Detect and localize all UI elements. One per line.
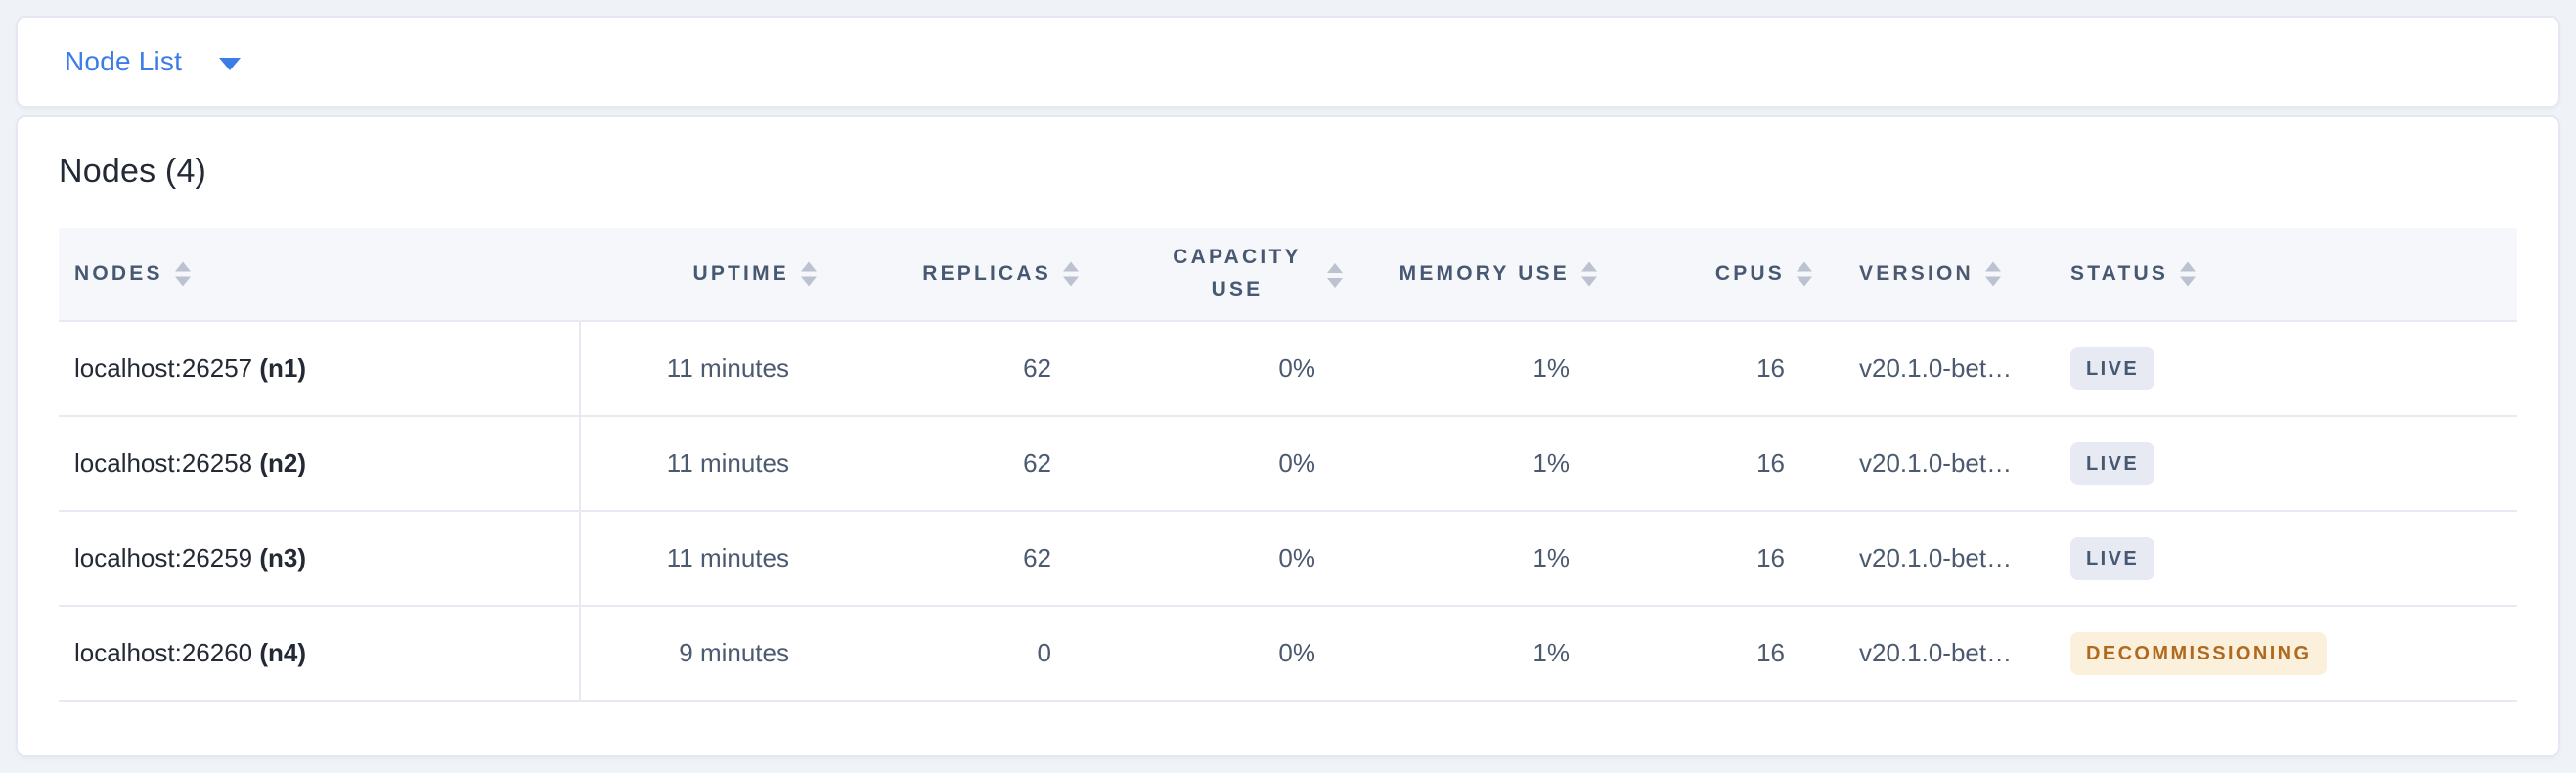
node-address: localhost:26257: [74, 353, 253, 383]
memory-use-cell: 1%: [1341, 416, 1595, 512]
column-header-label: CAPACITY USE: [1173, 246, 1302, 300]
version-cell: v20.1.0-bet…: [1810, 511, 2045, 607]
node-id: (n1): [259, 353, 307, 383]
table-row: localhost:26258 (n2) 11 minutes 62 0% 1%…: [59, 416, 2517, 512]
sort-arrows-icon: [1063, 261, 1079, 287]
status-cell: LIVE: [2045, 321, 2517, 417]
column-header-nodes[interactable]: NODES: [59, 228, 580, 322]
memory-use-cell: 1%: [1341, 511, 1595, 607]
column-header-capacity-use[interactable]: CAPACITY USE: [1077, 228, 1343, 322]
status-cell: DECOMMISSIONING: [2045, 606, 2517, 702]
table-header-row: NODES UPTIME REPLICAS CAPACITY USE MEMOR…: [59, 228, 2517, 322]
nodes-card: Nodes (4) NODES UPTIME: [16, 115, 2560, 757]
cpus-cell: 16: [1595, 511, 1810, 607]
status-cell: LIVE: [2045, 416, 2517, 512]
replicas-cell: 62: [815, 321, 1077, 417]
node-id: (n4): [259, 638, 307, 667]
column-header-version[interactable]: VERSION: [1810, 228, 2045, 322]
node-address: localhost:26258: [74, 448, 253, 477]
uptime-cell: 9 minutes: [580, 606, 815, 702]
cpus-cell: 16: [1595, 321, 1810, 417]
column-header-cpus[interactable]: CPUS: [1595, 228, 1812, 322]
capacity-use-cell: 0%: [1077, 606, 1341, 702]
table-row: localhost:26257 (n1) 11 minutes 62 0% 1%…: [59, 321, 2517, 417]
sort-arrows-icon: [1581, 261, 1597, 287]
sort-arrows-icon: [1797, 261, 1812, 287]
node-cell[interactable]: localhost:26259 (n3): [59, 511, 581, 607]
status-badge: LIVE: [2070, 536, 2155, 580]
capacity-use-cell: 0%: [1077, 416, 1341, 512]
sort-arrows-icon: [801, 261, 817, 287]
column-header-memory-use[interactable]: MEMORY USE: [1341, 228, 1597, 322]
table-row: localhost:26260 (n4) 9 minutes 0 0% 1% 1…: [59, 606, 2517, 702]
version-cell: v20.1.0-bet…: [1810, 606, 2045, 702]
uptime-cell: 11 minutes: [580, 511, 815, 607]
sort-arrows-icon: [1327, 263, 1343, 289]
node-id: (n3): [259, 543, 307, 572]
cpus-cell: 16: [1595, 606, 1810, 702]
replicas-cell: 62: [815, 511, 1077, 607]
column-header-label: MEMORY USE: [1399, 262, 1570, 285]
version-cell: v20.1.0-bet…: [1810, 321, 2045, 417]
column-header-label: VERSION: [1859, 262, 1974, 285]
capacity-use-cell: 0%: [1077, 321, 1341, 417]
status-badge: LIVE: [2070, 441, 2155, 485]
column-header-uptime[interactable]: UPTIME: [580, 228, 817, 322]
sort-arrows-icon: [1984, 261, 2001, 287]
replicas-cell: 0: [815, 606, 1077, 702]
node-cell[interactable]: localhost:26260 (n4): [59, 606, 581, 702]
node-list-dropdown-label: Node List: [65, 46, 183, 76]
column-header-label: REPLICAS: [922, 262, 1051, 285]
node-address: localhost:26260: [74, 638, 253, 667]
memory-use-cell: 1%: [1341, 606, 1595, 702]
uptime-cell: 11 minutes: [580, 416, 815, 512]
sort-arrows-icon: [2180, 261, 2197, 287]
node-list-dropdown[interactable]: Node List: [16, 16, 2560, 108]
column-header-label: STATUS: [2070, 262, 2169, 285]
node-cell[interactable]: localhost:26257 (n1): [59, 321, 581, 417]
page-title: Nodes (4): [59, 153, 207, 190]
sort-arrows-icon: [174, 261, 191, 287]
column-header-replicas[interactable]: REPLICAS: [815, 228, 1079, 322]
status-cell: LIVE: [2045, 511, 2517, 607]
uptime-cell: 11 minutes: [580, 321, 815, 417]
node-address: localhost:26259: [74, 543, 253, 572]
status-badge: LIVE: [2070, 346, 2155, 390]
table-row: localhost:26259 (n3) 11 minutes 62 0% 1%…: [59, 511, 2517, 607]
node-id: (n2): [259, 448, 307, 477]
capacity-use-cell: 0%: [1077, 511, 1341, 607]
replicas-cell: 62: [815, 416, 1077, 512]
column-header-label: UPTIME: [692, 262, 789, 285]
nodes-table: NODES UPTIME REPLICAS CAPACITY USE MEMOR…: [59, 228, 2517, 702]
memory-use-cell: 1%: [1341, 321, 1595, 417]
cpus-cell: 16: [1595, 416, 1810, 512]
status-badge: DECOMMISSIONING: [2070, 631, 2328, 675]
version-cell: v20.1.0-bet…: [1810, 416, 2045, 512]
column-header-label: NODES: [74, 262, 163, 285]
node-cell[interactable]: localhost:26258 (n2): [59, 416, 581, 512]
column-header-status[interactable]: STATUS: [2045, 228, 2517, 322]
caret-down-icon: [219, 57, 242, 70]
column-header-label: CPUS: [1714, 262, 1785, 285]
